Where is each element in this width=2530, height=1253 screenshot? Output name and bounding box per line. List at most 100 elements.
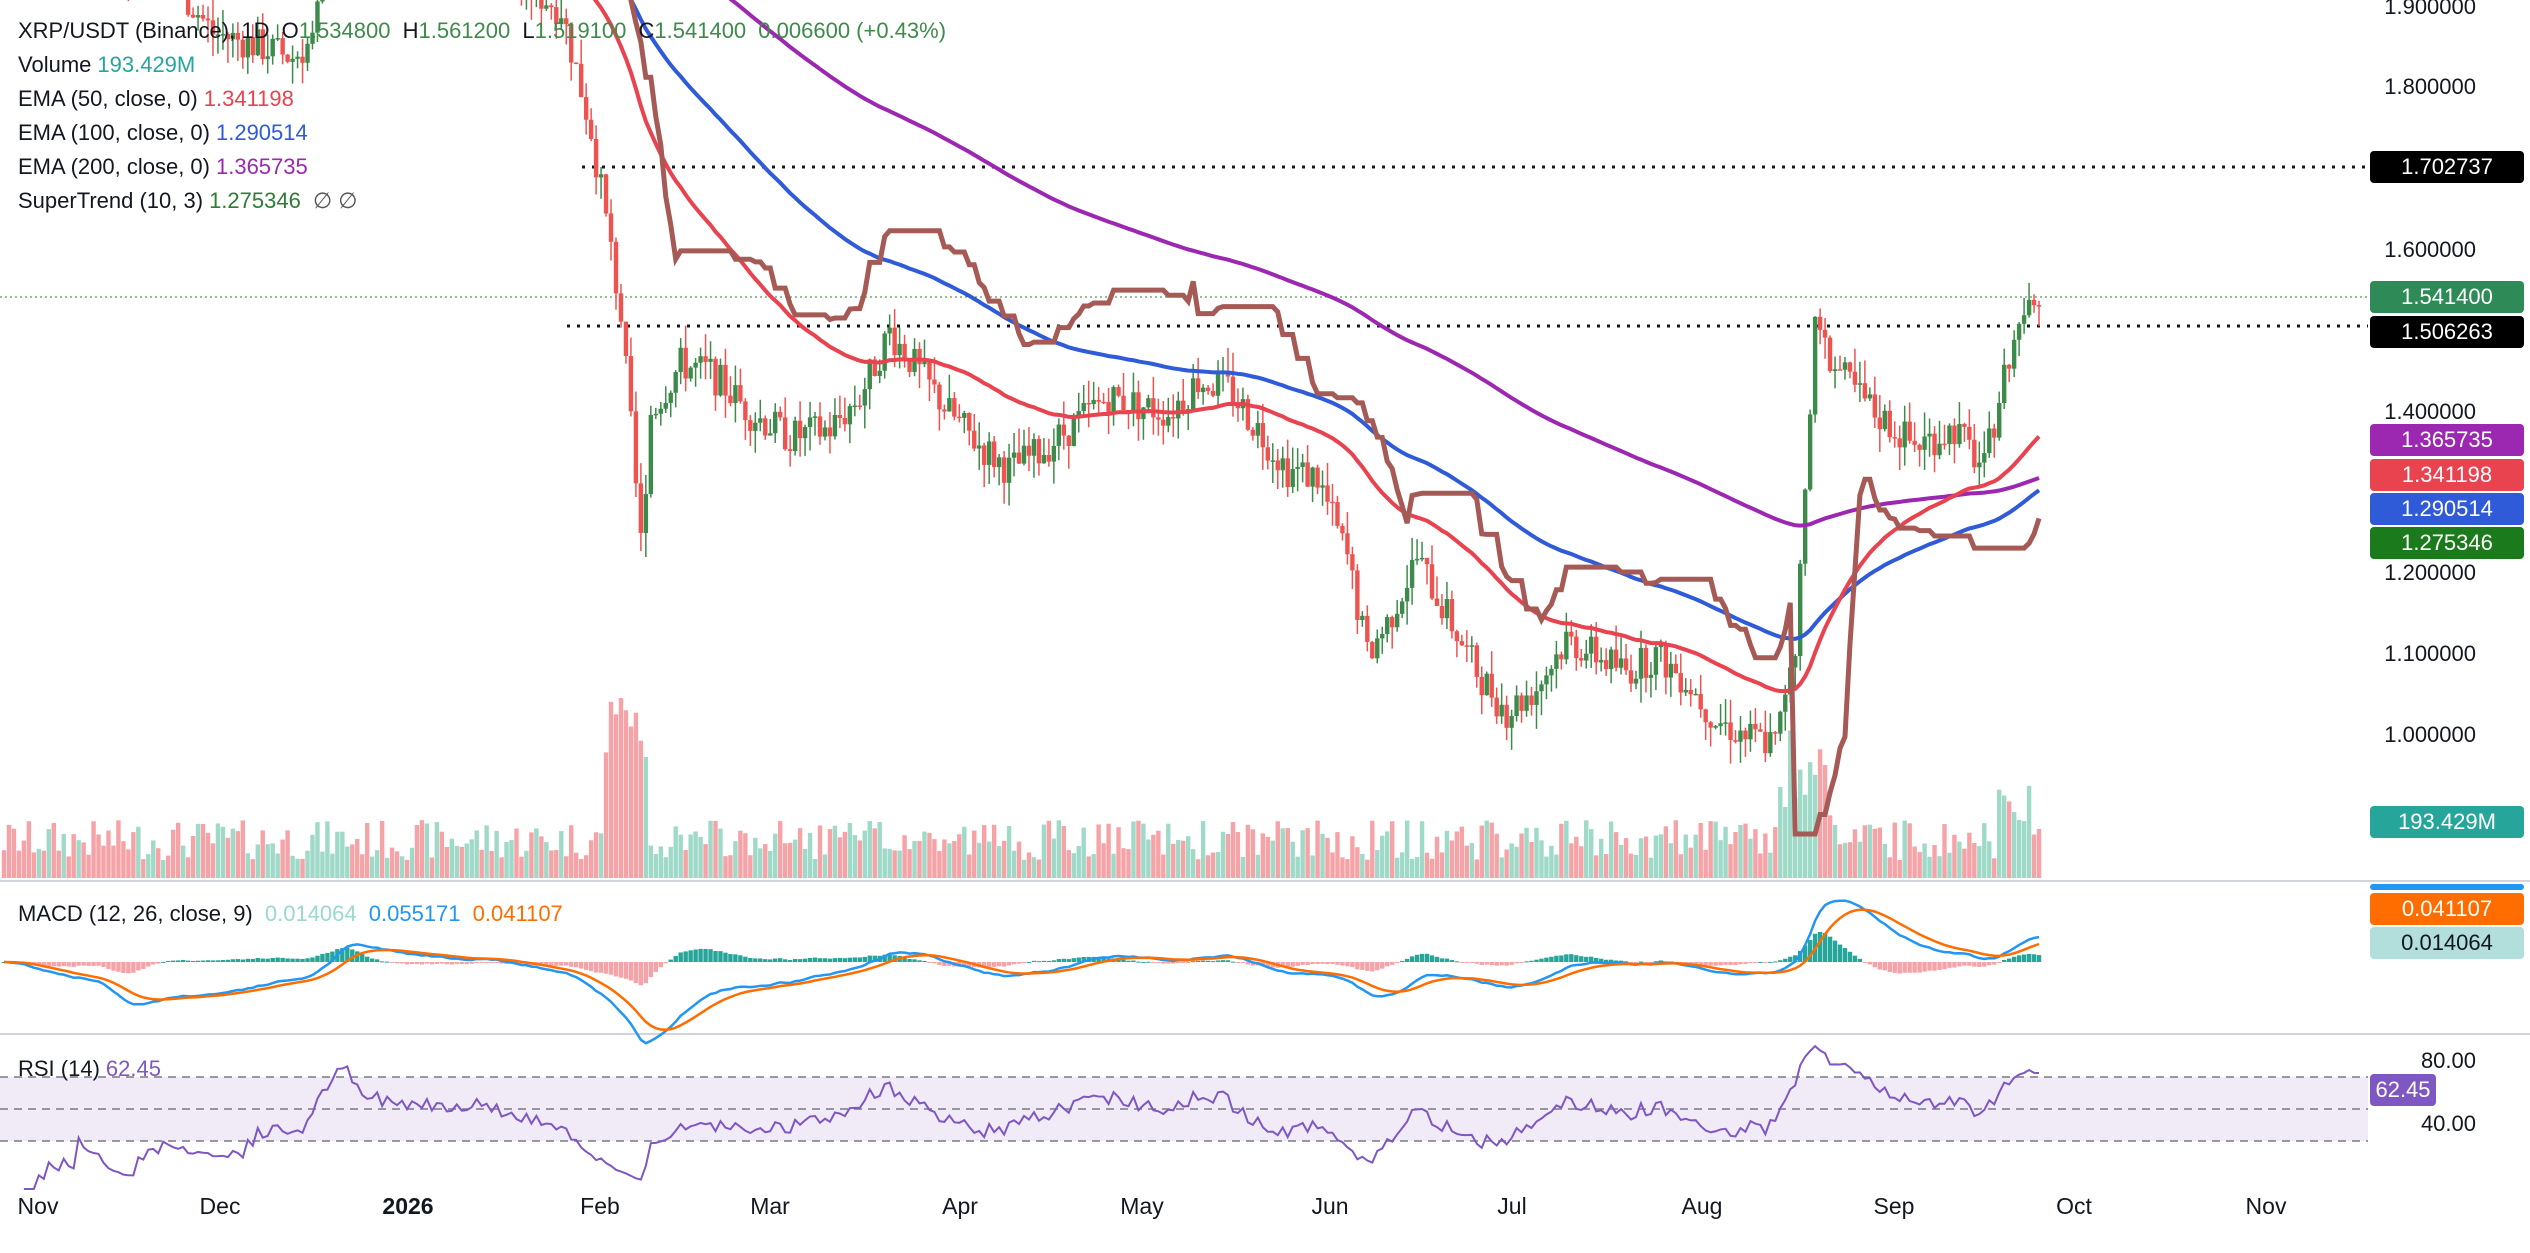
xtick-sep: Sep — [1873, 1193, 1915, 1219]
legend-ema100[interactable]: EMA (100, close, 0) 1.290514 — [18, 116, 314, 150]
volume-bar — [1409, 858, 1415, 878]
macd-hist-bar — [96, 962, 101, 966]
tag-macd-hist[interactable]: 0.014064 — [2370, 927, 2524, 959]
legend-volume[interactable]: Volume 193.429M — [18, 48, 201, 82]
candle-body — [583, 97, 589, 120]
macd-hist-bar — [1763, 962, 1768, 963]
volume-bar — [782, 843, 788, 878]
legend-ema200[interactable]: EMA (200, close, 0) 1.365735 — [18, 150, 314, 184]
macd-hist-bar — [1011, 962, 1017, 965]
volume-bar — [1036, 859, 1042, 878]
volume-bar — [136, 826, 141, 878]
macd-hist-bar — [1036, 961, 1042, 963]
tag-ema50[interactable]: 1.341198 — [2370, 459, 2524, 491]
tag-resistance[interactable]: 1.702737 — [2370, 151, 2524, 183]
tag-ema100[interactable]: 1.290514 — [2370, 493, 2524, 525]
volume-bar — [1927, 856, 1932, 878]
candle-body — [1434, 598, 1440, 607]
macd-hist-bar — [1827, 936, 1833, 962]
legend-macd-label: MACD (12, 26, close, 9) — [18, 901, 253, 926]
ytick-1200: 1.200000 — [2384, 560, 2476, 585]
symbol-title[interactable]: XRP/USDT (Binance), 1D — [18, 18, 270, 43]
legend-macd[interactable]: MACD (12, 26, close, 9) 0.014064 0.05517… — [18, 897, 569, 931]
candle-body — [320, 0, 325, 2]
volume-bar — [1753, 829, 1758, 878]
candle-body — [847, 406, 853, 425]
macd-hist-bar — [121, 962, 126, 974]
volume-bar — [275, 853, 280, 878]
ytick-1800: 1.800000 — [2384, 74, 2476, 99]
tag-supertrend[interactable]: 1.275346 — [2370, 527, 2524, 559]
candle-body — [638, 483, 644, 533]
candle-body — [1569, 631, 1574, 637]
macd-hist-bar — [1937, 962, 1942, 970]
price-candles[interactable] — [2, 0, 2042, 764]
candle-body — [1011, 452, 1017, 458]
legend-ema50[interactable]: EMA (50, close, 0) 1.341198 — [18, 82, 300, 116]
macd-hist-bar — [2036, 955, 2042, 962]
candle-body — [1394, 613, 1400, 628]
macd-hist-bar — [693, 949, 698, 962]
volume-bar — [1768, 852, 1773, 878]
macd-hist-bar — [295, 958, 300, 962]
macd-hist-bar — [424, 962, 430, 964]
macd-hist-bar — [1972, 962, 1977, 967]
candle-body — [633, 411, 639, 484]
candle-body — [1723, 722, 1728, 724]
candle-body — [1414, 558, 1420, 561]
volume-bar — [454, 845, 459, 878]
legend-volume-label: Volume — [18, 52, 92, 77]
volume-bar — [170, 829, 176, 878]
volume-bar — [285, 830, 290, 878]
candle-body — [986, 441, 992, 465]
tag-ema200[interactable]: 1.365735 — [2370, 424, 2524, 456]
tag-last-price[interactable]: 1.541400 — [2370, 281, 2524, 313]
candle-body — [280, 38, 285, 55]
macd-hist-bar — [862, 956, 867, 962]
volume-bar — [593, 832, 599, 878]
candle-body — [1902, 421, 1907, 448]
macd-hist-bar — [1290, 962, 1295, 967]
volume-bar — [1404, 820, 1410, 878]
macd-hist-bar — [1375, 962, 1380, 971]
volume-bar — [887, 848, 892, 878]
macd-hist-bar — [544, 962, 549, 966]
tag-macd-signal[interactable]: 0.041107 — [2370, 893, 2524, 925]
volume-bar — [305, 850, 310, 878]
macd-hist-bar — [867, 955, 872, 962]
legend-rsi[interactable]: RSI (14) 62.45 — [18, 1052, 167, 1086]
macd-hist-bar — [315, 955, 320, 962]
candle-body — [872, 359, 877, 377]
macd-hist-bar — [1574, 955, 1579, 962]
macd-hist-bar — [852, 957, 858, 962]
candle-body — [1793, 655, 1798, 668]
tag-volume[interactable]: 193.429M — [2370, 806, 2524, 838]
macd-hist-bar — [1474, 962, 1479, 964]
volume-bar — [957, 834, 962, 878]
volume-bar — [494, 830, 499, 878]
macd-hist-bar — [1126, 960, 1131, 962]
tag-support[interactable]: 1.506263 — [2370, 316, 2524, 348]
volume-bar — [1479, 825, 1484, 878]
candle-body — [554, 7, 559, 24]
candle-body — [608, 213, 614, 242]
volume-bar — [1579, 846, 1584, 878]
macd-hist-bar — [1952, 962, 1957, 968]
macd-hist-bar — [1922, 962, 1927, 972]
candle-body — [1146, 398, 1151, 408]
candle-body — [1797, 563, 1803, 656]
legend-supertrend[interactable]: SuperTrend (10, 3) 1.275346 ∅ ∅ — [18, 184, 363, 218]
volume-bar — [638, 740, 644, 878]
candle-body — [1927, 433, 1932, 437]
macd-hist-bar — [1932, 962, 1937, 971]
macd-hist-bar — [494, 962, 499, 963]
candle-body — [981, 445, 987, 465]
volume-bar — [2006, 801, 2012, 878]
volume-bar — [1847, 842, 1853, 878]
volume-bar — [1788, 730, 1793, 878]
volume-bar — [613, 714, 619, 878]
macd-hist-bar — [569, 962, 574, 967]
tag-rsi[interactable]: 62.45 — [2370, 1074, 2436, 1106]
macd-hist-bar — [280, 957, 285, 962]
